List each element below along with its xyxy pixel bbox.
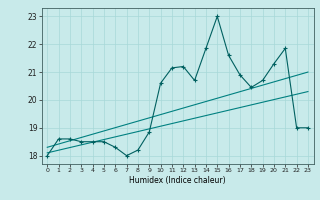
- X-axis label: Humidex (Indice chaleur): Humidex (Indice chaleur): [129, 176, 226, 185]
